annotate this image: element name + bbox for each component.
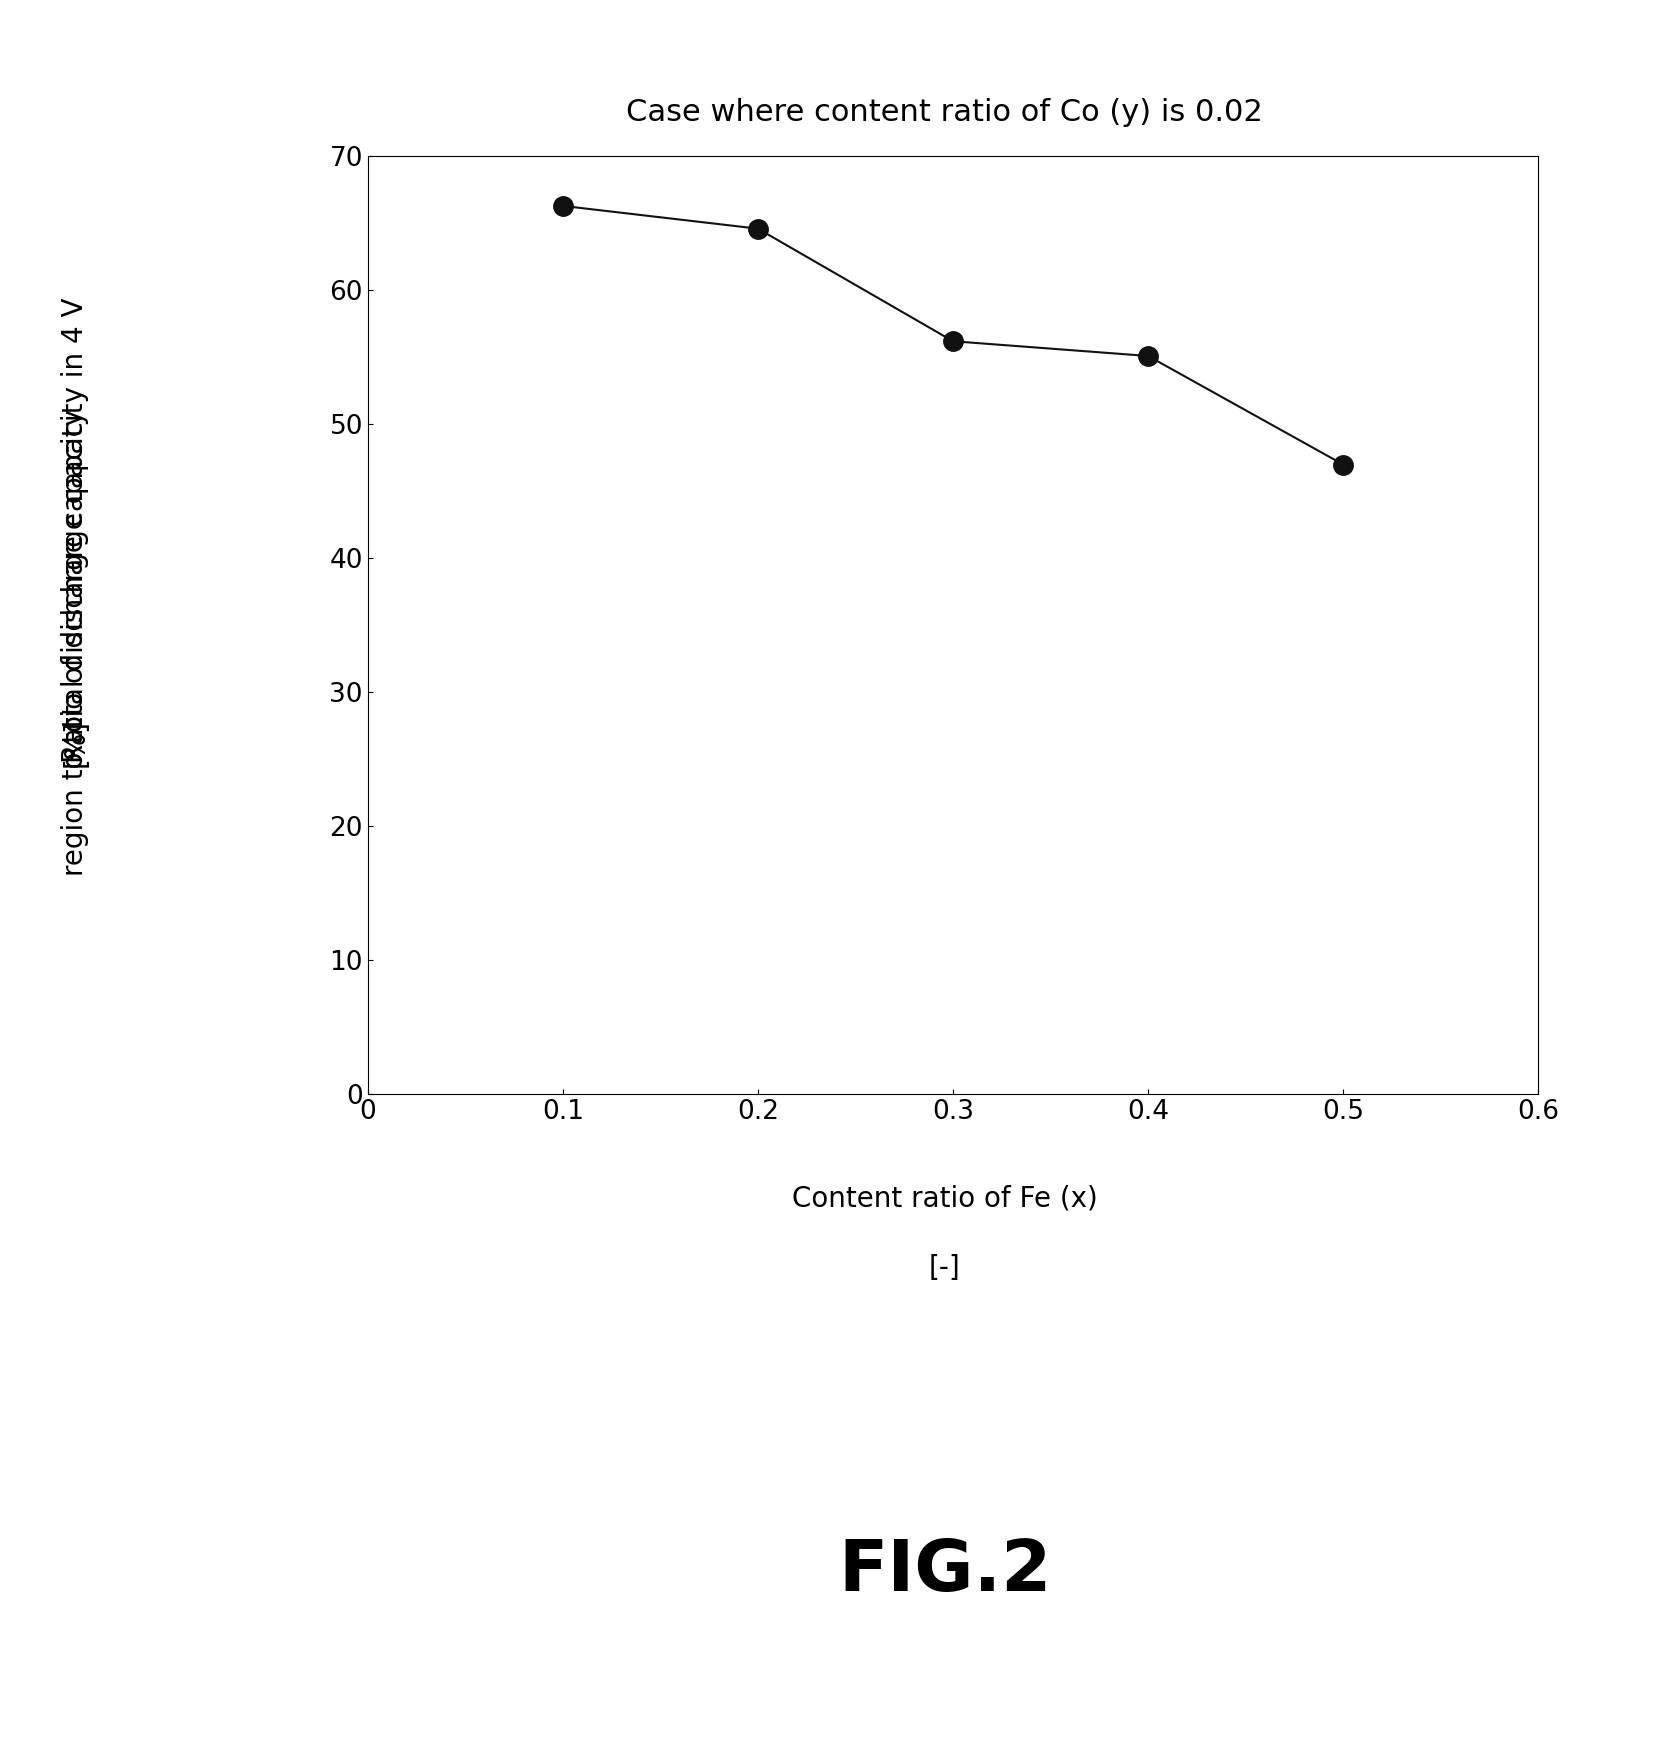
Text: Ratio of discharge capacity in 4 V: Ratio of discharge capacity in 4 V [62, 297, 89, 763]
Text: Case where content ratio of Co (y) is 0.02: Case where content ratio of Co (y) is 0.… [627, 99, 1262, 127]
Text: Content ratio of Fe (x): Content ratio of Fe (x) [793, 1185, 1097, 1212]
Text: FIG.2: FIG.2 [838, 1537, 1052, 1607]
Text: [-]: [-] [930, 1254, 960, 1282]
Text: region to total discharge capacity: region to total discharge capacity [62, 410, 89, 875]
Text: [%]: [%] [62, 719, 89, 768]
